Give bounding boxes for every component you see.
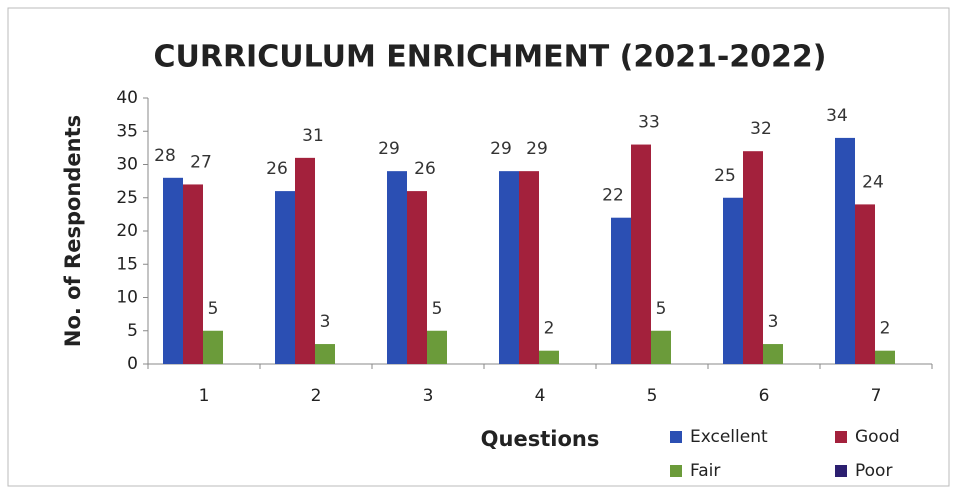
y-tick-label: 5 <box>127 321 138 341</box>
x-axis-title: Questions <box>481 427 600 451</box>
bar <box>855 204 875 364</box>
bar <box>875 350 895 364</box>
x-tick-label: 3 <box>423 386 434 406</box>
bar <box>835 137 855 364</box>
legend-label: Excellent <box>690 427 768 447</box>
value-label: 5 <box>432 299 443 319</box>
x-tick-label: 7 <box>871 386 882 406</box>
y-tick-label: 10 <box>116 288 138 308</box>
y-tick-label: 25 <box>116 188 138 208</box>
x-tick-label: 5 <box>647 386 658 406</box>
bar <box>407 191 427 364</box>
bar <box>763 344 783 364</box>
value-label: 5 <box>208 299 219 319</box>
legend-swatch <box>670 465 682 477</box>
x-tick-label: 2 <box>311 386 322 406</box>
x-tick-label: 1 <box>199 386 210 406</box>
bar <box>743 151 763 364</box>
x-tick-label: 6 <box>759 386 770 406</box>
chart-frame <box>7 7 950 487</box>
value-label: 3 <box>768 312 779 332</box>
value-label: 31 <box>302 126 324 146</box>
y-tick-label: 40 <box>116 88 138 108</box>
y-tick-label: 0 <box>127 354 138 374</box>
y-tick-label: 15 <box>116 254 138 274</box>
x-tick-label: 4 <box>535 386 546 406</box>
value-label: 2 <box>880 319 891 339</box>
value-label: 28 <box>154 146 176 166</box>
legend-swatch <box>670 431 682 443</box>
bar <box>651 330 671 364</box>
value-label: 29 <box>526 139 548 159</box>
bar <box>203 330 223 364</box>
value-label: 3 <box>320 312 331 332</box>
bar <box>631 144 651 364</box>
y-axis-title: No. of Respondents <box>61 115 85 347</box>
legend-label: Poor <box>855 461 892 481</box>
legend-swatch <box>835 431 847 443</box>
value-label: 29 <box>378 139 400 159</box>
bar <box>387 171 407 364</box>
y-tick-label: 20 <box>116 221 138 241</box>
bar <box>183 184 203 364</box>
value-label: 22 <box>602 186 624 206</box>
legend-swatch <box>835 465 847 477</box>
value-label: 2 <box>544 319 555 339</box>
bar <box>315 344 335 364</box>
value-label: 24 <box>862 172 884 192</box>
chart-title: CURRICULUM ENRICHMENT (2021-2022) <box>153 40 826 75</box>
bar <box>723 197 743 364</box>
value-label: 29 <box>490 139 512 159</box>
bar <box>295 157 315 364</box>
bar <box>499 171 519 364</box>
value-label: 27 <box>190 152 212 172</box>
value-label: 32 <box>750 119 772 139</box>
value-label: 34 <box>826 106 848 126</box>
bar <box>163 177 183 364</box>
bar <box>611 217 631 364</box>
legend-label: Good <box>855 427 900 447</box>
bar <box>275 191 295 364</box>
legend-label: Fair <box>690 461 720 481</box>
value-label: 26 <box>414 159 436 179</box>
value-label: 33 <box>638 113 660 133</box>
value-label: 26 <box>266 159 288 179</box>
bar <box>427 330 447 364</box>
bar <box>519 171 539 364</box>
y-tick-label: 30 <box>116 155 138 175</box>
value-label: 25 <box>714 166 736 186</box>
y-tick-label: 35 <box>116 121 138 141</box>
value-label: 5 <box>656 299 667 319</box>
bar <box>539 350 559 364</box>
